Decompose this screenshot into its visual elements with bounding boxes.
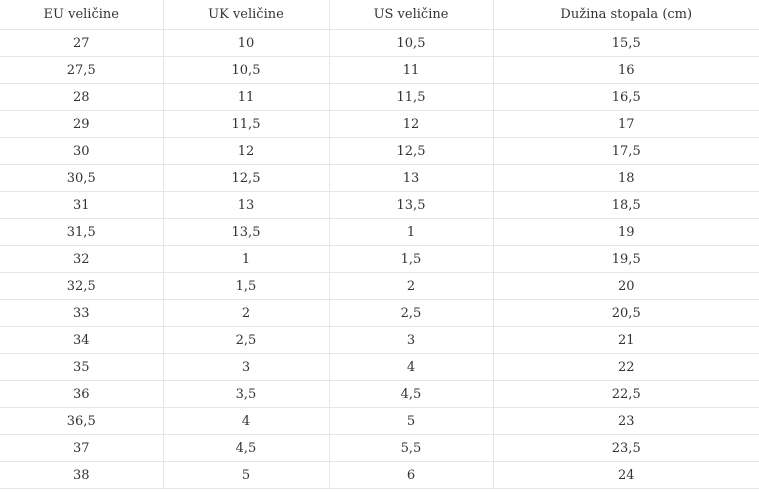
table-header: EU veličine UK veličine US veličine Dužina … [0,0,759,30]
table-cell: 4 [162,407,329,435]
table-cell: 27,5 [0,56,163,84]
table-cell: 11,5 [162,110,329,138]
table-cell: 20 [492,272,759,300]
table-cell: 28 [0,83,163,111]
table-cell: 11,5 [328,83,493,111]
header-row: EU veličine UK veličine US veličine Dužina … [0,0,759,30]
table-cell: 18 [492,164,759,192]
table-cell: 22,5 [492,380,759,408]
table-cell: 32 [0,245,163,273]
table-row: 30 12 12,5 17,5 [0,137,759,165]
table-cell: 13,5 [328,191,493,219]
table-cell: 33 [0,299,163,327]
column-header: Dužina stopala (cm) [492,0,759,30]
table-cell: 10,5 [162,56,329,84]
table-cell: 35 [0,353,163,381]
table-cell: 13 [162,191,329,219]
table-cell: 20,5 [492,299,759,327]
table-row: 27,5 10,5 11 16 [0,56,759,84]
table-cell: 3 [162,353,329,381]
table-row: 32,5 1,5 2 20 [0,272,759,300]
table-cell: 27 [0,29,163,57]
table-cell: 2 [328,272,493,300]
table-cell: 5 [162,461,329,489]
table-cell: 5 [328,407,493,435]
column-header: US veličine [328,0,493,30]
table-cell: 10,5 [328,29,493,57]
table-cell: 4,5 [328,380,493,408]
table-cell: 36 [0,380,163,408]
table-cell: 1,5 [328,245,493,273]
table-row: 36 3,5 4,5 22,5 [0,380,759,408]
table-cell: 16,5 [492,83,759,111]
table-cell: 18,5 [492,191,759,219]
table-row: 34 2,5 3 21 [0,326,759,354]
column-header: UK veličine [162,0,329,30]
table-cell: 19 [492,218,759,246]
table-cell: 4,5 [162,434,329,462]
table-cell: 3,5 [162,380,329,408]
table-row: 35 3 4 22 [0,353,759,381]
table-cell: 19,5 [492,245,759,273]
table-cell: 17 [492,110,759,138]
table-row: 27 10 10,5 15,5 [0,29,759,57]
table-row: 36,5 4 5 23 [0,407,759,435]
table-cell: 12 [328,110,493,138]
table-cell: 23,5 [492,434,759,462]
table-cell: 10 [162,29,329,57]
table-row: 31,5 13,5 1 19 [0,218,759,246]
table-row: 28 11 11,5 16,5 [0,83,759,111]
table-cell: 23 [492,407,759,435]
table-cell: 21 [492,326,759,354]
table-row: 29 11,5 12 17 [0,110,759,138]
table-cell: 22 [492,353,759,381]
table-cell: 29 [0,110,163,138]
table-cell: 38 [0,461,163,489]
table-cell: 6 [328,461,493,489]
table-cell: 12,5 [162,164,329,192]
table-cell: 15,5 [492,29,759,57]
table-cell: 11 [328,56,493,84]
table-cell: 30 [0,137,163,165]
table-cell: 24 [492,461,759,489]
table-cell: 4 [328,353,493,381]
table-cell: 32,5 [0,272,163,300]
table-cell: 31 [0,191,163,219]
table-cell: 2,5 [328,299,493,327]
table-cell: 30,5 [0,164,163,192]
table-cell: 11 [162,83,329,111]
table-cell: 13 [328,164,493,192]
table-cell: 16 [492,56,759,84]
column-header: EU veličine [0,0,163,30]
table-body: 27 10 10,5 15,5 27,5 10,5 11 16 28 11 11,5 16,5 29 11… [0,29,759,489]
table-cell: 2,5 [162,326,329,354]
table-cell: 1 [162,245,329,273]
table-row: 37 4,5 5,5 23,5 [0,434,759,462]
table-cell: 1 [328,218,493,246]
table-row: 30,5 12,5 13 18 [0,164,759,192]
table-row: 32 1 1,5 19,5 [0,245,759,273]
table-cell: 36,5 [0,407,163,435]
table-cell: 37 [0,434,163,462]
table-row: 33 2 2,5 20,5 [0,299,759,327]
table-row: 38 5 6 24 [0,461,759,489]
table-cell: 12 [162,137,329,165]
table-cell: 34 [0,326,163,354]
table-cell: 3 [328,326,493,354]
table-cell: 2 [162,299,329,327]
table-cell: 1,5 [162,272,329,300]
table-cell: 5,5 [328,434,493,462]
table-cell: 31,5 [0,218,163,246]
table-cell: 17,5 [492,137,759,165]
table-row: 31 13 13,5 18,5 [0,191,759,219]
table-cell: 12,5 [328,137,493,165]
table-cell: 13,5 [162,218,329,246]
